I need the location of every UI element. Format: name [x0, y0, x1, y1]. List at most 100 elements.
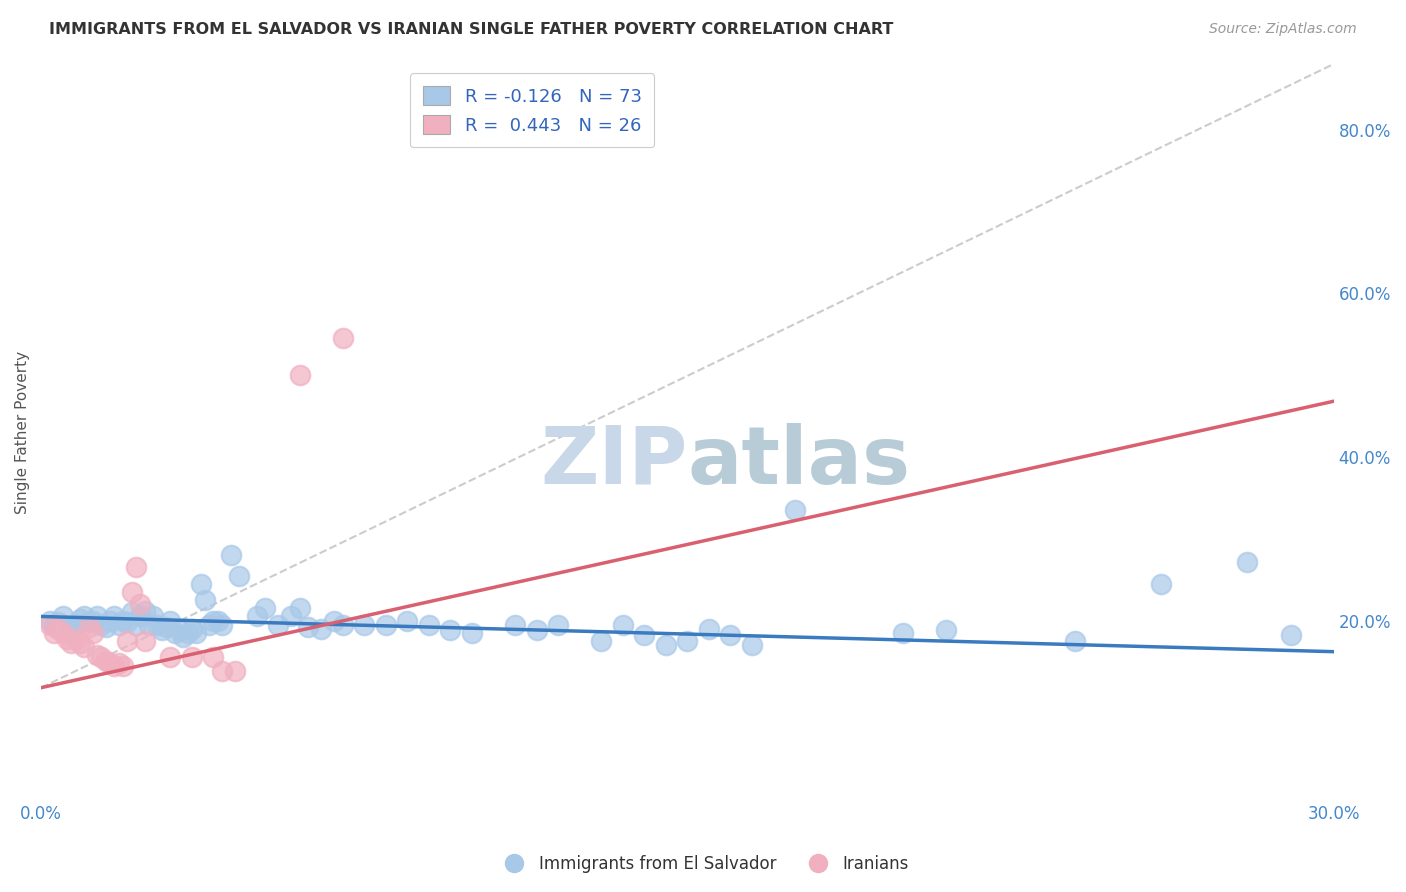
Point: [90, 650, 112, 665]
Point: [129, 609, 152, 624]
Point: [38, 614, 60, 628]
Point: [254, 601, 277, 615]
Point: [77, 615, 100, 630]
Point: [121, 606, 143, 620]
Legend: R = -0.126   N = 73, R =  0.443   N = 26: R = -0.126 N = 73, R = 0.443 N = 26: [411, 73, 654, 147]
Point: [1279, 628, 1302, 642]
Point: [38, 617, 60, 632]
Point: [202, 650, 225, 665]
Point: [439, 624, 461, 638]
Point: [52, 609, 75, 624]
Point: [1150, 576, 1173, 591]
Point: [224, 665, 246, 679]
Point: [891, 625, 914, 640]
Point: [42, 617, 65, 632]
Point: [65, 617, 87, 632]
Point: [121, 585, 143, 599]
Point: [190, 576, 212, 591]
Point: [633, 628, 655, 642]
Point: [125, 560, 148, 574]
Point: [111, 658, 134, 673]
Point: [167, 624, 190, 638]
Point: [125, 617, 148, 632]
Point: [107, 617, 129, 632]
Point: [82, 614, 104, 628]
Point: [288, 601, 311, 615]
Text: Source: ZipAtlas.com: Source: ZipAtlas.com: [1209, 22, 1357, 37]
Point: [86, 648, 108, 662]
Point: [418, 617, 440, 632]
Point: [82, 625, 104, 640]
Point: [676, 634, 699, 648]
Point: [245, 609, 267, 624]
Point: [591, 634, 613, 648]
Point: [198, 617, 221, 632]
Point: [503, 617, 526, 632]
Text: IMMIGRANTS FROM EL SALVADOR VS IRANIAN SINGLE FATHER POVERTY CORRELATION CHART: IMMIGRANTS FROM EL SALVADOR VS IRANIAN S…: [49, 22, 894, 37]
Point: [69, 612, 91, 626]
Point: [697, 622, 720, 636]
Point: [309, 622, 332, 636]
Point: [98, 656, 121, 670]
Point: [741, 638, 763, 652]
Point: [1236, 555, 1258, 569]
Point: [180, 650, 202, 665]
Point: [52, 625, 75, 640]
Point: [720, 628, 742, 642]
Point: [56, 632, 79, 646]
Point: [159, 650, 181, 665]
Point: [186, 625, 208, 640]
Point: [207, 614, 229, 628]
Point: [280, 609, 302, 624]
Point: [98, 614, 121, 628]
Point: [783, 503, 806, 517]
Point: [138, 617, 160, 632]
Point: [267, 617, 290, 632]
Point: [117, 615, 139, 630]
Point: [211, 617, 233, 632]
Point: [65, 632, 87, 646]
Point: [142, 609, 165, 624]
Point: [297, 620, 319, 634]
Point: [194, 593, 217, 607]
Point: [73, 640, 96, 654]
Legend: Immigrants from El Salvador, Iranians: Immigrants from El Salvador, Iranians: [491, 848, 915, 880]
Point: [117, 634, 139, 648]
Point: [134, 634, 156, 648]
Point: [77, 620, 100, 634]
Point: [396, 614, 419, 628]
Point: [155, 620, 177, 634]
Point: [159, 614, 181, 628]
Point: [374, 617, 396, 632]
Point: [461, 625, 484, 640]
Point: [332, 617, 354, 632]
Point: [111, 614, 134, 628]
Point: [935, 624, 957, 638]
Point: [332, 331, 354, 345]
Point: [219, 548, 242, 562]
Point: [103, 609, 125, 624]
Point: [353, 617, 375, 632]
Point: [180, 622, 202, 636]
Point: [146, 617, 169, 632]
Point: [211, 665, 233, 679]
Point: [1064, 634, 1087, 648]
Point: [202, 614, 225, 628]
Point: [612, 617, 634, 632]
Point: [288, 368, 311, 382]
Point: [655, 638, 678, 652]
Point: [94, 655, 117, 669]
Point: [94, 620, 117, 634]
Point: [69, 636, 91, 650]
Point: [60, 636, 83, 650]
Point: [547, 617, 569, 632]
Point: [86, 609, 108, 624]
Point: [73, 609, 96, 624]
Point: [134, 604, 156, 618]
Text: atlas: atlas: [688, 423, 911, 500]
Point: [90, 617, 112, 632]
Point: [323, 614, 346, 628]
Point: [129, 597, 152, 611]
Point: [150, 624, 173, 638]
Point: [526, 624, 548, 638]
